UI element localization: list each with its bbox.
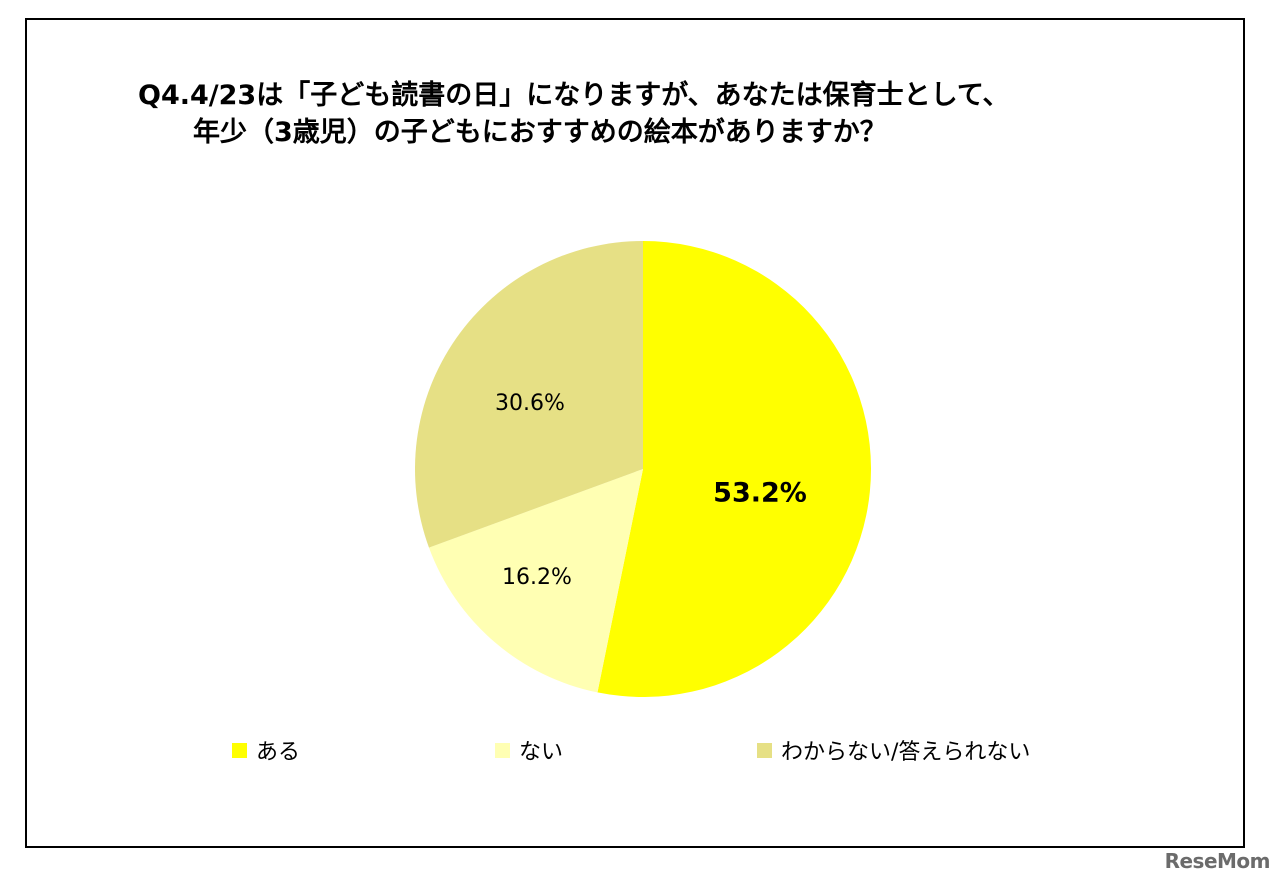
legend-swatch-aru	[232, 742, 247, 758]
legend-swatch-wakaranai	[757, 742, 772, 758]
chart-frame	[25, 18, 1245, 848]
legend-item-wakaranai: わからない/答えられない	[757, 735, 1030, 765]
pie-slice-nai	[428, 469, 643, 693]
legend-label-nai: ない	[519, 740, 564, 765]
pie-slice-aru	[597, 241, 871, 698]
legend-label-wakaranai: わからない/答えられない	[781, 740, 1031, 765]
pie-label-aru: 53.2%	[713, 478, 807, 509]
chart-title-line-1: Q4.4/23は「子ども読書の日」になりますが、あなたは保育士として、	[138, 80, 1010, 111]
legend-item-nai: ない	[495, 735, 563, 765]
pie-label-nai: 16.2%	[502, 565, 572, 590]
legend-item-aru: ある	[232, 735, 300, 765]
chart-title-line-2: 年少（3歳児）の子どもにおすすめの絵本がありますか？	[193, 117, 887, 148]
legend-swatch-nai	[495, 742, 510, 758]
pie-slice-wakaranai	[415, 241, 643, 548]
resemom-logo: ReseMom	[1164, 849, 1271, 873]
legend-label-aru: ある	[256, 740, 301, 765]
pie-label-wakaranai: 30.6%	[495, 391, 565, 416]
